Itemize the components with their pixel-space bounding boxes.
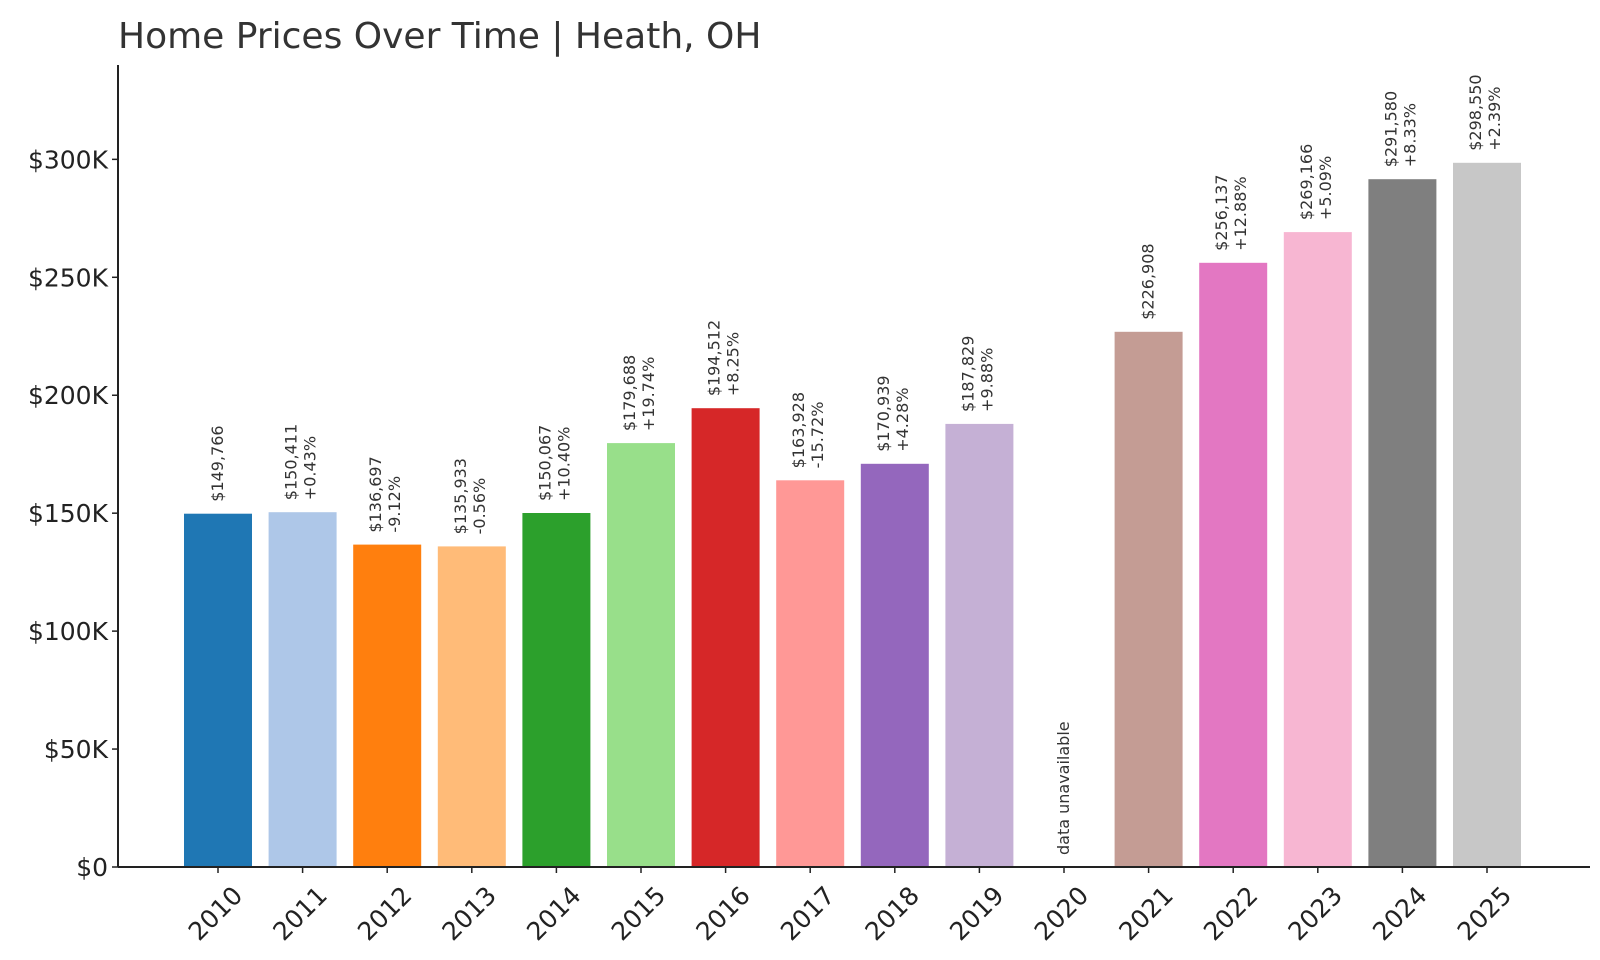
change-label-2014: +10.40% <box>554 427 573 501</box>
bar-2011 <box>268 512 337 867</box>
bar-2018 <box>860 463 929 867</box>
chart-title: Home Prices Over Time | Heath, OH <box>118 16 762 57</box>
bar-2022 <box>1199 262 1268 867</box>
change-label-2023: +5.09% <box>1316 156 1335 220</box>
change-label-2022: +12.88% <box>1231 176 1250 250</box>
x-tick-label-2020: 2020 <box>1029 881 1094 946</box>
value-label-2017: $163,928 <box>789 392 808 468</box>
y-tick-label: $50K <box>44 735 109 764</box>
x-tick-label-2013: 2013 <box>437 881 502 946</box>
x-tick-label-2010: 2010 <box>183 881 248 946</box>
y-tick-label: $150K <box>28 499 109 528</box>
change-label-2012: -9.12% <box>385 476 404 533</box>
bar-2023 <box>1283 232 1352 868</box>
x-tick-label-2016: 2016 <box>690 881 755 946</box>
value-label-2015: $179,688 <box>620 355 639 431</box>
bar-2017 <box>776 480 845 867</box>
value-label-2023: $269,166 <box>1297 144 1316 220</box>
bar-2012 <box>353 544 422 867</box>
y-tick-label: $0 <box>76 853 108 882</box>
bar-2013 <box>437 546 506 867</box>
y-tick-label: $200K <box>28 381 109 410</box>
change-label-2017: -15.72% <box>808 402 827 469</box>
x-tick-label-2014: 2014 <box>521 881 586 946</box>
value-label-2010: $149,766 <box>208 425 227 501</box>
x-tick-label-2011: 2011 <box>267 881 332 946</box>
bar-2024 <box>1368 179 1437 867</box>
x-tick-label-2022: 2022 <box>1198 881 1263 946</box>
x-tick-label-2023: 2023 <box>1283 881 1348 946</box>
value-label-2021: $226,908 <box>1139 243 1158 319</box>
x-tick-label-2021: 2021 <box>1113 881 1178 946</box>
change-label-2018: +4.28% <box>893 388 912 452</box>
value-label-2022: $256,137 <box>1212 174 1231 250</box>
change-label-2024: +8.33% <box>1400 103 1419 167</box>
change-label-2015: +19.74% <box>639 357 658 431</box>
bar-2015 <box>607 443 675 867</box>
change-label-2016: +8.25% <box>724 332 743 396</box>
bar-2021 <box>1114 331 1183 867</box>
value-label-2016: $194,512 <box>705 320 724 396</box>
x-tick-label-2015: 2015 <box>606 881 671 946</box>
value-label-2012: $136,697 <box>366 456 385 532</box>
value-label-2011: $150,411 <box>282 424 301 500</box>
x-tick-label-2017: 2017 <box>775 881 840 946</box>
value-label-2014: $150,067 <box>535 425 554 501</box>
x-tick-label-2025: 2025 <box>1452 881 1517 946</box>
change-label-2013: -0.56% <box>470 478 489 535</box>
bar-2014 <box>522 513 591 867</box>
bar-2010 <box>184 513 252 867</box>
bar-2019 <box>945 423 1014 867</box>
value-label-2025: $298,550 <box>1466 74 1485 150</box>
bar-2025 <box>1453 162 1521 868</box>
bar-2016 <box>691 408 760 867</box>
x-tick-label-2019: 2019 <box>944 881 1009 946</box>
y-tick-label: $250K <box>28 263 109 292</box>
x-tick-label-2024: 2024 <box>1367 881 1432 946</box>
x-tick-label-2018: 2018 <box>860 881 925 946</box>
value-label-2013: $135,933 <box>451 458 470 534</box>
y-tick-label: $100K <box>28 617 109 646</box>
change-label-2011: +0.43% <box>301 436 320 500</box>
change-label-2019: +9.88% <box>977 348 996 412</box>
value-label-2020: data unavailable <box>1054 721 1073 855</box>
value-label-2018: $170,939 <box>874 375 893 451</box>
change-label-2025: +2.39% <box>1485 87 1504 151</box>
x-tick-label-2012: 2012 <box>352 881 417 946</box>
value-label-2019: $187,829 <box>958 336 977 412</box>
y-tick-label: $300K <box>28 145 109 174</box>
value-label-2024: $291,580 <box>1381 91 1400 167</box>
